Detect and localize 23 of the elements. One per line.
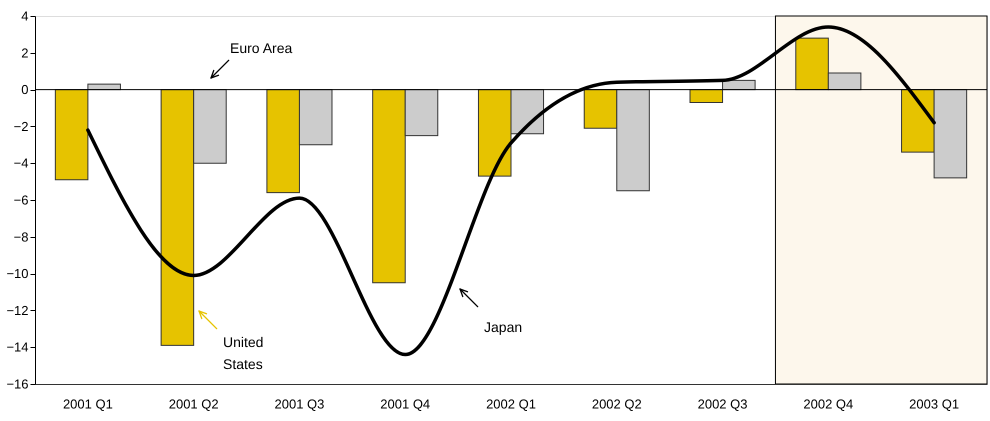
y-tick-label: 2 — [21, 45, 28, 60]
x-tick-label: 2001 Q4 — [380, 396, 430, 412]
x-tick-label: 2003 Q1 — [909, 396, 960, 412]
y-tick-label: −14 — [6, 340, 28, 355]
y-tick-label: −4 — [14, 156, 28, 171]
annotation: Euro Area — [230, 40, 292, 56]
y-tick-label: 0 — [21, 82, 28, 98]
y-tick-label: −12 — [6, 302, 28, 318]
y-tick-label: 4 — [21, 8, 28, 24]
annotation: Japan — [484, 319, 522, 335]
x-tick-label: 2002 Q3 — [698, 396, 748, 412]
x-tick-label: 2001 Q3 — [274, 396, 324, 412]
y-tick-label: −8 — [14, 229, 28, 244]
x-tick-label: 2002 Q4 — [803, 396, 854, 412]
x-tick-label: 2002 Q2 — [592, 396, 642, 412]
y-tick-label: −10 — [6, 266, 28, 282]
y-tick-label: −16 — [6, 376, 28, 392]
x-tick-label: 2001 Q1 — [62, 396, 113, 412]
annotation: United States — [223, 334, 264, 372]
y-tick-label: −6 — [14, 192, 28, 208]
x-tick-label: 2001 Q2 — [168, 396, 219, 412]
y-tick-label: −2 — [14, 118, 28, 134]
x-tick-label: 2002 Q1 — [486, 396, 536, 412]
